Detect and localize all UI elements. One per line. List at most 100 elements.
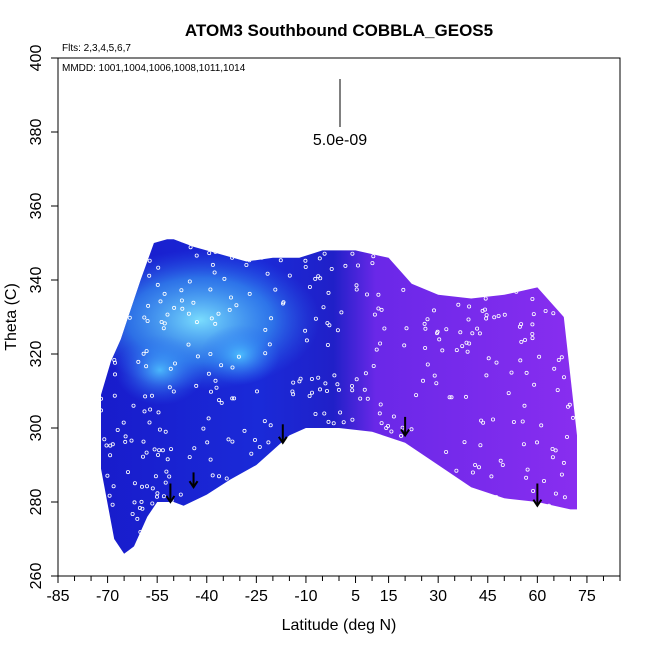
observation-point (517, 324, 522, 329)
arrow-head (188, 480, 199, 490)
observation-point (550, 455, 555, 460)
observation-point (503, 541, 508, 546)
observation-point (317, 244, 322, 249)
observation-point (284, 541, 289, 546)
observation-point (106, 301, 111, 306)
observation-point (500, 462, 505, 467)
observation-point (148, 407, 153, 412)
observation-point (238, 512, 243, 517)
observation-point (163, 480, 168, 485)
observation-point (400, 505, 405, 510)
observation-point (496, 313, 501, 318)
observation-point (325, 321, 330, 326)
observation-point (553, 491, 558, 496)
observation-point (500, 236, 503, 239)
observation-point (216, 311, 221, 316)
observation-point (417, 550, 422, 554)
observation-point (358, 396, 363, 401)
observation-point (393, 506, 398, 511)
x-tick-label: 15 (380, 588, 398, 605)
observation-point (201, 426, 206, 431)
observation-point (520, 536, 525, 541)
observation-point (155, 282, 160, 287)
observation-point (354, 287, 359, 292)
observation-point (241, 249, 246, 254)
x-tick-label: 60 (528, 588, 546, 605)
observation-point (494, 494, 499, 499)
annotation-mmdd: MMDD: 1001,1004,1006,1008,1011,1014 (62, 63, 246, 74)
observation-point (460, 344, 465, 349)
observation-point (378, 341, 383, 346)
observation-point (410, 549, 415, 554)
observation-point (339, 310, 344, 315)
observation-point (502, 312, 507, 317)
observation-point (248, 544, 253, 549)
observation-point (304, 338, 309, 343)
observation-point (129, 438, 134, 443)
arrow-head (532, 499, 543, 508)
observation-point (565, 434, 570, 439)
observation-point (251, 501, 256, 506)
observation-point (157, 448, 162, 453)
observation-point (291, 392, 296, 397)
observation-point (112, 393, 117, 398)
observation-point (153, 474, 158, 479)
observation-point (389, 429, 394, 434)
observation-point (136, 272, 141, 277)
observation-point (156, 265, 161, 270)
observation-point (363, 371, 368, 376)
observation-point (276, 470, 281, 475)
observation-point (327, 323, 332, 328)
observation-point (249, 451, 254, 456)
observation-point (436, 257, 441, 262)
observation-point (290, 517, 295, 522)
observation-point (437, 337, 442, 342)
observation-point (256, 543, 261, 548)
observation-point (317, 478, 322, 483)
observation-point (150, 501, 155, 506)
observation-point (475, 544, 480, 549)
observation-point (219, 400, 224, 405)
observation-point (322, 411, 327, 416)
arrow-head (400, 428, 410, 438)
observation-point (542, 478, 547, 483)
observation-point (415, 259, 420, 264)
observation-point (506, 391, 511, 396)
observation-point (380, 550, 385, 554)
observation-point (543, 308, 548, 313)
observation-point (143, 394, 148, 399)
observation-point (326, 240, 331, 245)
observation-point (347, 480, 352, 485)
observation-point (130, 512, 135, 517)
observation-point (520, 419, 525, 424)
observation-point (230, 365, 235, 370)
observation-point (359, 446, 364, 451)
observation-point (260, 518, 265, 523)
observation-point (132, 481, 137, 486)
observation-point (428, 509, 433, 514)
observation-point (228, 295, 233, 300)
observation-point (307, 393, 312, 398)
observation-point (158, 547, 163, 552)
observation-point (317, 387, 322, 392)
observation-point (341, 420, 346, 425)
observation-point (288, 465, 293, 470)
observation-point (291, 380, 296, 385)
observation-point (507, 243, 512, 248)
observation-point (371, 254, 376, 259)
observation-point (244, 262, 249, 267)
observation-point (499, 521, 504, 526)
arrows (165, 416, 543, 508)
observation-point (313, 276, 318, 281)
observation-point (139, 484, 144, 489)
observation-point (391, 414, 396, 419)
observation-point (401, 287, 406, 292)
observation-point (530, 336, 535, 341)
observation-point (318, 276, 323, 281)
observation-point (237, 502, 242, 507)
observation-point (553, 272, 558, 277)
observation-point (240, 235, 243, 238)
observation-point (399, 433, 404, 438)
observation-point (484, 316, 489, 321)
observation-point (524, 370, 529, 375)
